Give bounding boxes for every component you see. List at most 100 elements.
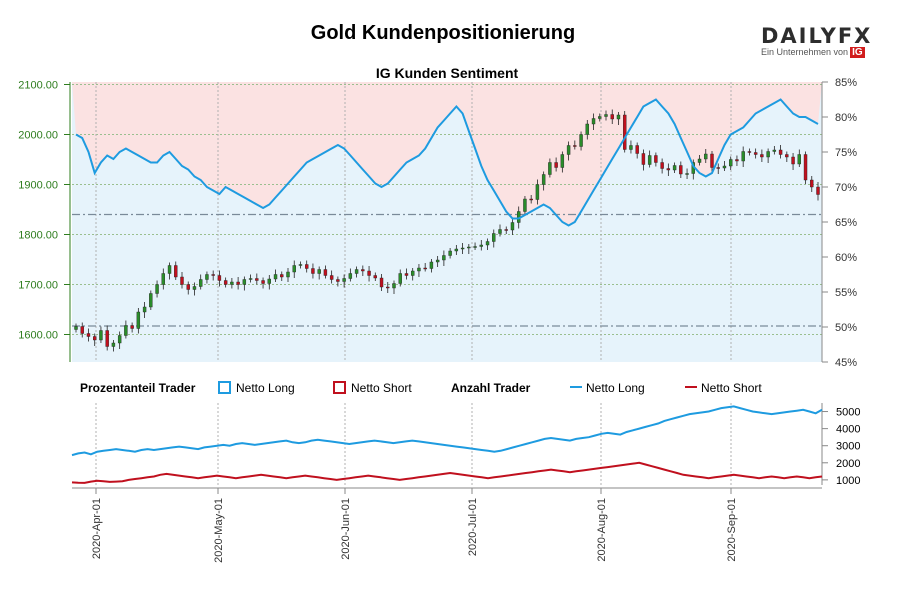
candle-body: [111, 342, 116, 347]
legend: Prozentanteil Trader Netto Long Netto Sh…: [80, 381, 762, 395]
candle-body: [504, 229, 508, 231]
candle-body: [124, 325, 128, 336]
candle-body: [492, 233, 496, 242]
sentiment-panel: 1600.00 1700.00 1800.00 1900.00 2000.00 2100.…: [18, 77, 857, 369]
y-left-tick-label: 1800.00: [18, 230, 58, 242]
candle-body: [604, 114, 608, 117]
candle-body: [785, 154, 789, 158]
trader-count-panel: 1000 2000 3000 4000 5000: [71, 403, 860, 487]
candle-body: [292, 265, 296, 273]
y-count-tick-label: 3000: [836, 441, 860, 453]
candle-body: [86, 333, 91, 337]
net-long-count-line: [71, 405, 823, 457]
y-left-tick-label: 2000.00: [18, 130, 58, 142]
candle-body: [336, 279, 340, 282]
candle-body: [367, 270, 371, 276]
candle-body: [411, 270, 415, 276]
y-left-tick-label: 2100.00: [18, 80, 58, 92]
candle-body: [323, 269, 328, 276]
candle-body: [255, 278, 259, 281]
candle-body: [317, 269, 321, 274]
candle-body: [791, 156, 795, 165]
candle-body: [816, 186, 820, 195]
candle-body: [236, 281, 240, 285]
y-right-tick-label: 75%: [835, 147, 857, 159]
candle-body: [647, 155, 652, 165]
candle-body: [810, 179, 814, 188]
candle-body: [766, 151, 770, 158]
y-right-tick-label: 50%: [835, 322, 857, 334]
candle-body: [485, 241, 490, 246]
candle-body: [329, 275, 334, 280]
candle-body: [778, 149, 783, 155]
x-tick-label: 2020-Apr-01: [91, 498, 103, 559]
y-left-tick-label: 1600.00: [18, 330, 58, 342]
candle-body: [554, 162, 558, 168]
candle-body: [305, 264, 309, 269]
candle-body: [273, 274, 278, 280]
candle-body: [161, 273, 165, 285]
candle-body: [149, 293, 153, 308]
candle-body: [93, 336, 97, 341]
candle-body: [267, 278, 271, 284]
candle-body: [498, 229, 502, 234]
ig-badge: IG: [850, 47, 865, 58]
candle-body: [348, 273, 353, 279]
y-count-tick-label: 4000: [836, 424, 860, 436]
y-count-tick-label: 2000: [836, 458, 860, 470]
y-right-tick-label: 80%: [835, 112, 857, 124]
candle-body: [223, 280, 228, 285]
candle-body: [429, 261, 434, 269]
candle-body: [211, 274, 215, 276]
candle-body: [541, 174, 546, 185]
candle-body: [566, 145, 571, 155]
candle-body: [772, 149, 777, 152]
candle-body: [560, 154, 565, 168]
candle-body: [248, 278, 253, 280]
candle-body: [142, 306, 147, 313]
logo-tagline: Ein Unternehmen von IG: [761, 47, 865, 58]
candle-body: [217, 275, 222, 281]
candle-body: [510, 222, 515, 231]
candle-body: [136, 311, 141, 329]
candle-body: [660, 162, 664, 169]
y-right-tick-label: 85%: [835, 77, 857, 89]
candle-body: [105, 330, 109, 347]
candle-body: [280, 274, 284, 278]
candle-body: [710, 153, 714, 168]
x-tick-label: 2020-Jul-01: [467, 498, 479, 556]
y-left-tick-label: 1900.00: [18, 180, 58, 192]
y-right-tick-label: 55%: [835, 287, 857, 299]
candle-body: [685, 173, 689, 175]
candle-body: [74, 326, 78, 330]
legend-long-count-label: Netto Long: [586, 381, 645, 395]
candle-body: [205, 274, 209, 280]
candle-body: [460, 247, 465, 250]
candle-body: [417, 267, 421, 272]
candle-body: [167, 265, 172, 274]
y-right-tick-label: 45%: [835, 357, 857, 369]
candle-body: [435, 259, 440, 263]
y-left-tick-label: 1700.00: [18, 280, 58, 292]
x-tick-label: 2020-Sep-01: [726, 498, 738, 562]
candle-body: [741, 151, 745, 162]
candle-body: [186, 284, 190, 290]
candle-body: [230, 281, 234, 285]
net-long-percent-line: [75, 98, 819, 227]
candle-body: [704, 153, 708, 160]
candle-body: [448, 250, 452, 256]
candle-body: [467, 246, 471, 249]
y-right-tick-label: 70%: [835, 182, 857, 194]
candle-body: [311, 268, 315, 274]
candle-body: [99, 330, 103, 341]
candle-body: [404, 273, 409, 276]
x-axis: 2020-Apr-01 2020-May-01 2020-Jun-01 2020-Ju…: [72, 487, 822, 563]
candle-body: [192, 286, 197, 290]
candle-body: [261, 280, 265, 284]
candle-body: [616, 114, 621, 120]
candle-body: [679, 165, 683, 175]
legend-group-count: Anzahl Trader: [451, 381, 531, 395]
candle-body: [454, 248, 459, 252]
candle-body: [623, 114, 627, 150]
candle-body: [635, 145, 639, 154]
